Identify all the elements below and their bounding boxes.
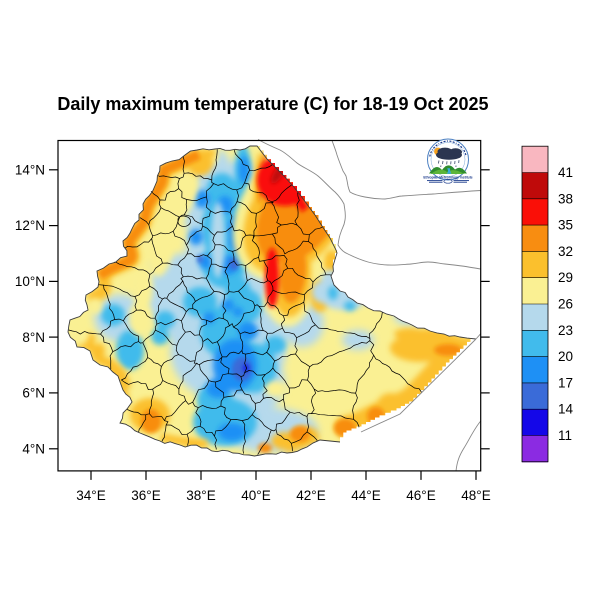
svg-text:6°N: 6°N: [22, 386, 45, 401]
svg-text:11: 11: [558, 428, 572, 443]
svg-text:46°E: 46°E: [406, 488, 435, 503]
svg-text:8°N: 8°N: [22, 330, 45, 345]
svg-text:10°N: 10°N: [15, 274, 45, 289]
svg-text:14°N: 14°N: [15, 162, 45, 177]
svg-text:40°E: 40°E: [241, 488, 270, 503]
svg-text:20: 20: [558, 349, 573, 364]
svg-text:42°E: 42°E: [296, 488, 325, 503]
svg-text:35: 35: [558, 218, 573, 233]
svg-text:32: 32: [558, 244, 573, 259]
svg-text:29: 29: [558, 270, 573, 285]
svg-text:26: 26: [558, 297, 573, 312]
svg-text:48°E: 48°E: [461, 488, 490, 503]
svg-text:34°E: 34°E: [76, 488, 105, 503]
svg-text:Ethiopian Meteorology Institut: Ethiopian Meteorology Institute: [423, 175, 472, 179]
svg-text:12°N: 12°N: [15, 218, 45, 233]
svg-text:41: 41: [558, 165, 573, 180]
svg-text:38: 38: [558, 191, 573, 206]
svg-text:38°E: 38°E: [186, 488, 215, 503]
svg-text:36°E: 36°E: [131, 488, 160, 503]
svg-text:23: 23: [558, 323, 573, 338]
svg-text:Daily maximum temperature (C): Daily maximum temperature (C) for 18-19 …: [57, 94, 488, 114]
svg-text:14: 14: [558, 402, 574, 417]
svg-text:17: 17: [558, 375, 573, 390]
svg-text:4°N: 4°N: [22, 441, 45, 456]
svg-text:44°E: 44°E: [351, 488, 380, 503]
